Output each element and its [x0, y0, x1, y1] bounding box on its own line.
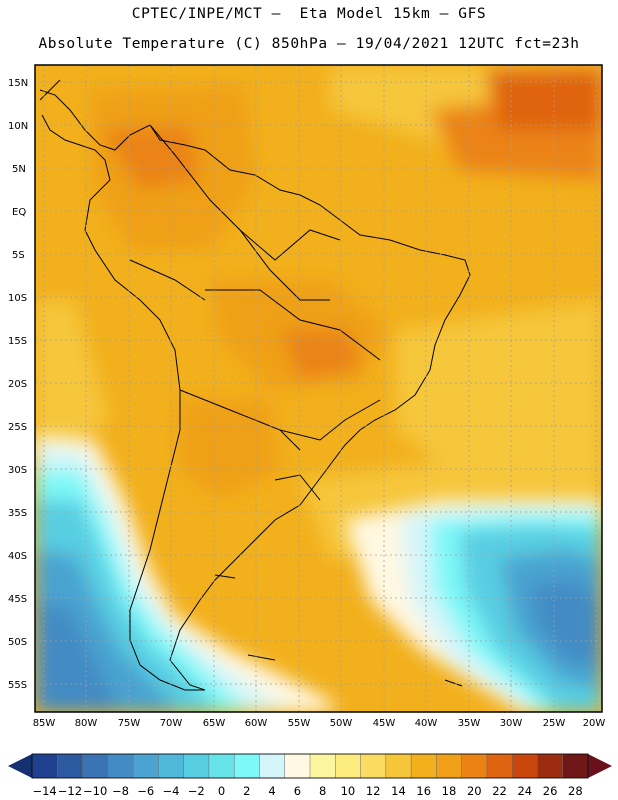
colorbar-label: −8	[112, 784, 129, 798]
colorbar-box	[183, 753, 210, 779]
colorbar-box	[562, 753, 589, 779]
colorbar-label: 2	[243, 784, 250, 798]
colorbar-label: 26	[543, 784, 558, 798]
lon-label: 25W	[543, 718, 566, 729]
colorbar-label: 20	[467, 784, 482, 798]
colorbar-label: 14	[391, 784, 406, 798]
colorbar-label: −2	[188, 784, 205, 798]
lat-label: 10N	[8, 121, 28, 132]
colorbar-label: −4	[163, 784, 180, 798]
lon-label: 85W	[33, 718, 56, 729]
colorbar-left-arrow	[8, 754, 32, 778]
colorbar-box	[132, 753, 159, 779]
lat-label: 25S	[8, 422, 27, 433]
chart-title: CPTEC/INPE/MCT – Eta Model 15km – GFS	[131, 6, 487, 22]
colorbar-label: 12	[366, 784, 381, 798]
colorbar-label: 28	[568, 784, 583, 798]
colorbar-box	[158, 753, 185, 779]
colorbar-box	[335, 753, 362, 779]
colorbar-box	[360, 753, 387, 779]
colorbar-box	[385, 753, 412, 779]
colorbar-box	[57, 753, 84, 779]
lat-label: 30S	[8, 465, 27, 476]
lat-label: 55S	[8, 680, 27, 691]
longitude-axis: 85W 80W 75W 70W 65W 60W 55W 50W 45W 40W …	[33, 718, 606, 729]
colorbar-box	[537, 753, 564, 779]
colorbar-label: −10	[83, 784, 107, 798]
colorbar-box	[284, 753, 311, 779]
colorbar-box	[410, 753, 437, 779]
lon-label: 20W	[583, 718, 606, 729]
colorbar-label: −14	[32, 784, 56, 798]
colorbar: −14 −12 −10 −8 −6 −4 −2 0 2 4 6 8 10 12 14 16 18 20 22 24 26…	[8, 753, 612, 798]
latitude-axis: 15N 10N 5N EQ 5S 10S 15S 20S 25S 30S 35S…	[8, 78, 28, 691]
lon-label: 65W	[203, 718, 226, 729]
colorbar-box	[511, 753, 539, 779]
lon-label: 80W	[75, 718, 98, 729]
lat-label: 15S	[8, 336, 27, 347]
colorbar-box	[31, 753, 58, 779]
lon-label: 75W	[118, 718, 141, 729]
lat-label: 40S	[8, 551, 27, 562]
lon-label: 60W	[245, 718, 268, 729]
lon-label: 30W	[500, 718, 523, 729]
lat-label: 5S	[12, 250, 25, 261]
colorbar-label: 22	[492, 784, 507, 798]
lat-label: 10S	[8, 293, 27, 304]
colorbar-box	[233, 753, 261, 779]
colorbar-label: 4	[268, 784, 275, 798]
chart-subtitle: Absolute Temperature (C) 850hPa – 19/04/…	[38, 36, 580, 52]
colorbar-box	[82, 753, 109, 779]
lon-label: 55W	[288, 718, 311, 729]
lon-label: 45W	[373, 718, 396, 729]
lon-label: 70W	[160, 718, 183, 729]
colorbar-label: −12	[58, 784, 82, 798]
temperature-field	[35, 65, 602, 712]
colorbar-label: 24	[517, 784, 532, 798]
lon-label: 35W	[458, 718, 481, 729]
colorbar-label: 10	[341, 784, 356, 798]
lat-label: 5N	[12, 164, 26, 175]
colorbar-box	[436, 753, 463, 779]
lon-label: 50W	[330, 718, 353, 729]
colorbar-label: 0	[218, 784, 225, 798]
colorbar-label: −6	[137, 784, 154, 798]
lat-label: 50S	[8, 637, 27, 648]
colorbar-label: 6	[294, 784, 301, 798]
lat-label: EQ	[12, 207, 26, 218]
colorbar-label: 8	[319, 784, 326, 798]
coastlines	[39, 79, 471, 691]
lon-label: 40W	[415, 718, 438, 729]
colorbar-box	[107, 753, 134, 779]
colorbar-box	[208, 753, 235, 779]
map-frame	[34, 64, 603, 713]
colorbar-right-arrow	[588, 754, 612, 778]
colorbar-box	[461, 753, 488, 779]
colorbar-box	[309, 753, 336, 779]
lat-label: 15N	[8, 78, 28, 89]
colorbar-box	[259, 753, 286, 779]
colorbar-label: 18	[442, 784, 457, 798]
lat-label: 20S	[8, 379, 27, 390]
lat-label: 45S	[8, 594, 27, 605]
colorbar-box	[486, 753, 513, 779]
lat-label: 35S	[8, 508, 27, 519]
colorbar-label: 16	[416, 784, 431, 798]
